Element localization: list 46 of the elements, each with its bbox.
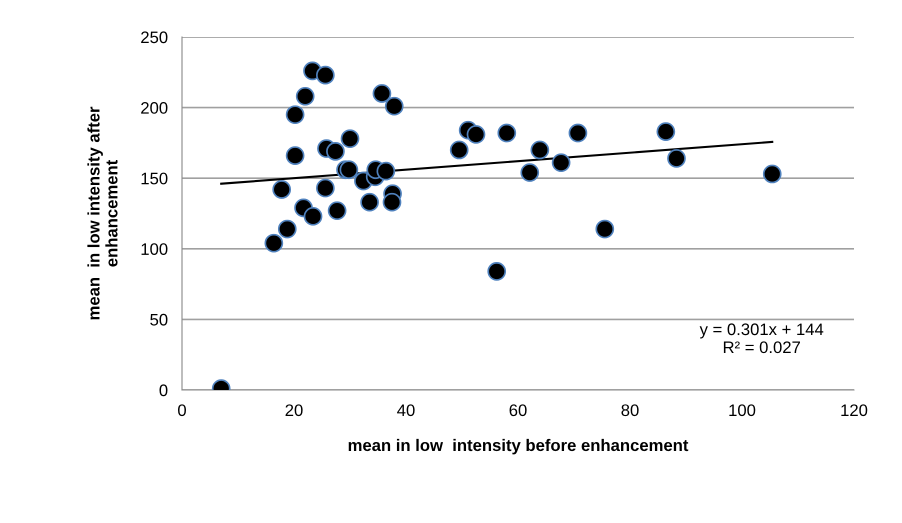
x-tick-label: 80 xyxy=(621,404,639,416)
point xyxy=(595,220,614,238)
x-tick-label: 60 xyxy=(510,404,527,416)
point xyxy=(552,153,570,172)
x-tick-label: 0 xyxy=(178,404,186,416)
point xyxy=(530,140,550,160)
x-axis-title: mean in low intensity before enhancement xyxy=(348,438,688,454)
point xyxy=(568,124,588,142)
point xyxy=(328,201,346,220)
point xyxy=(762,164,782,184)
point xyxy=(656,122,676,141)
point xyxy=(286,146,304,165)
y-tick-label: 50 xyxy=(150,314,168,326)
point xyxy=(497,124,516,142)
y-tick-label: 0 xyxy=(159,384,168,396)
point xyxy=(376,162,396,180)
point xyxy=(304,206,322,226)
point xyxy=(520,163,540,182)
point xyxy=(316,178,335,198)
annotation: y = 0.301x + 144 R² = 0.027 xyxy=(700,323,824,354)
y-axis-title: mean in low intensity after enhancement xyxy=(87,106,118,320)
point xyxy=(382,192,402,212)
y-tick-label: 200 xyxy=(141,102,168,114)
point xyxy=(326,142,345,161)
point xyxy=(466,125,486,144)
point xyxy=(264,234,284,252)
point xyxy=(372,84,392,103)
point xyxy=(272,180,292,199)
y-tick-label: 100 xyxy=(142,243,168,256)
y-tick-label: 250 xyxy=(141,31,168,44)
point xyxy=(450,140,469,160)
x-tick-label: 120 xyxy=(841,404,868,416)
point xyxy=(340,129,360,148)
point xyxy=(667,149,686,168)
point xyxy=(286,105,304,124)
point xyxy=(340,160,358,180)
point xyxy=(296,86,315,106)
point xyxy=(384,96,404,116)
x-tick-label: 40 xyxy=(397,404,415,416)
point xyxy=(487,262,506,281)
x-tick-label: 100 xyxy=(729,404,756,416)
point xyxy=(360,192,379,212)
point xyxy=(316,66,335,84)
y-tick-label: 150 xyxy=(142,172,168,184)
x-tick-label: 20 xyxy=(286,404,303,416)
point xyxy=(278,220,297,238)
